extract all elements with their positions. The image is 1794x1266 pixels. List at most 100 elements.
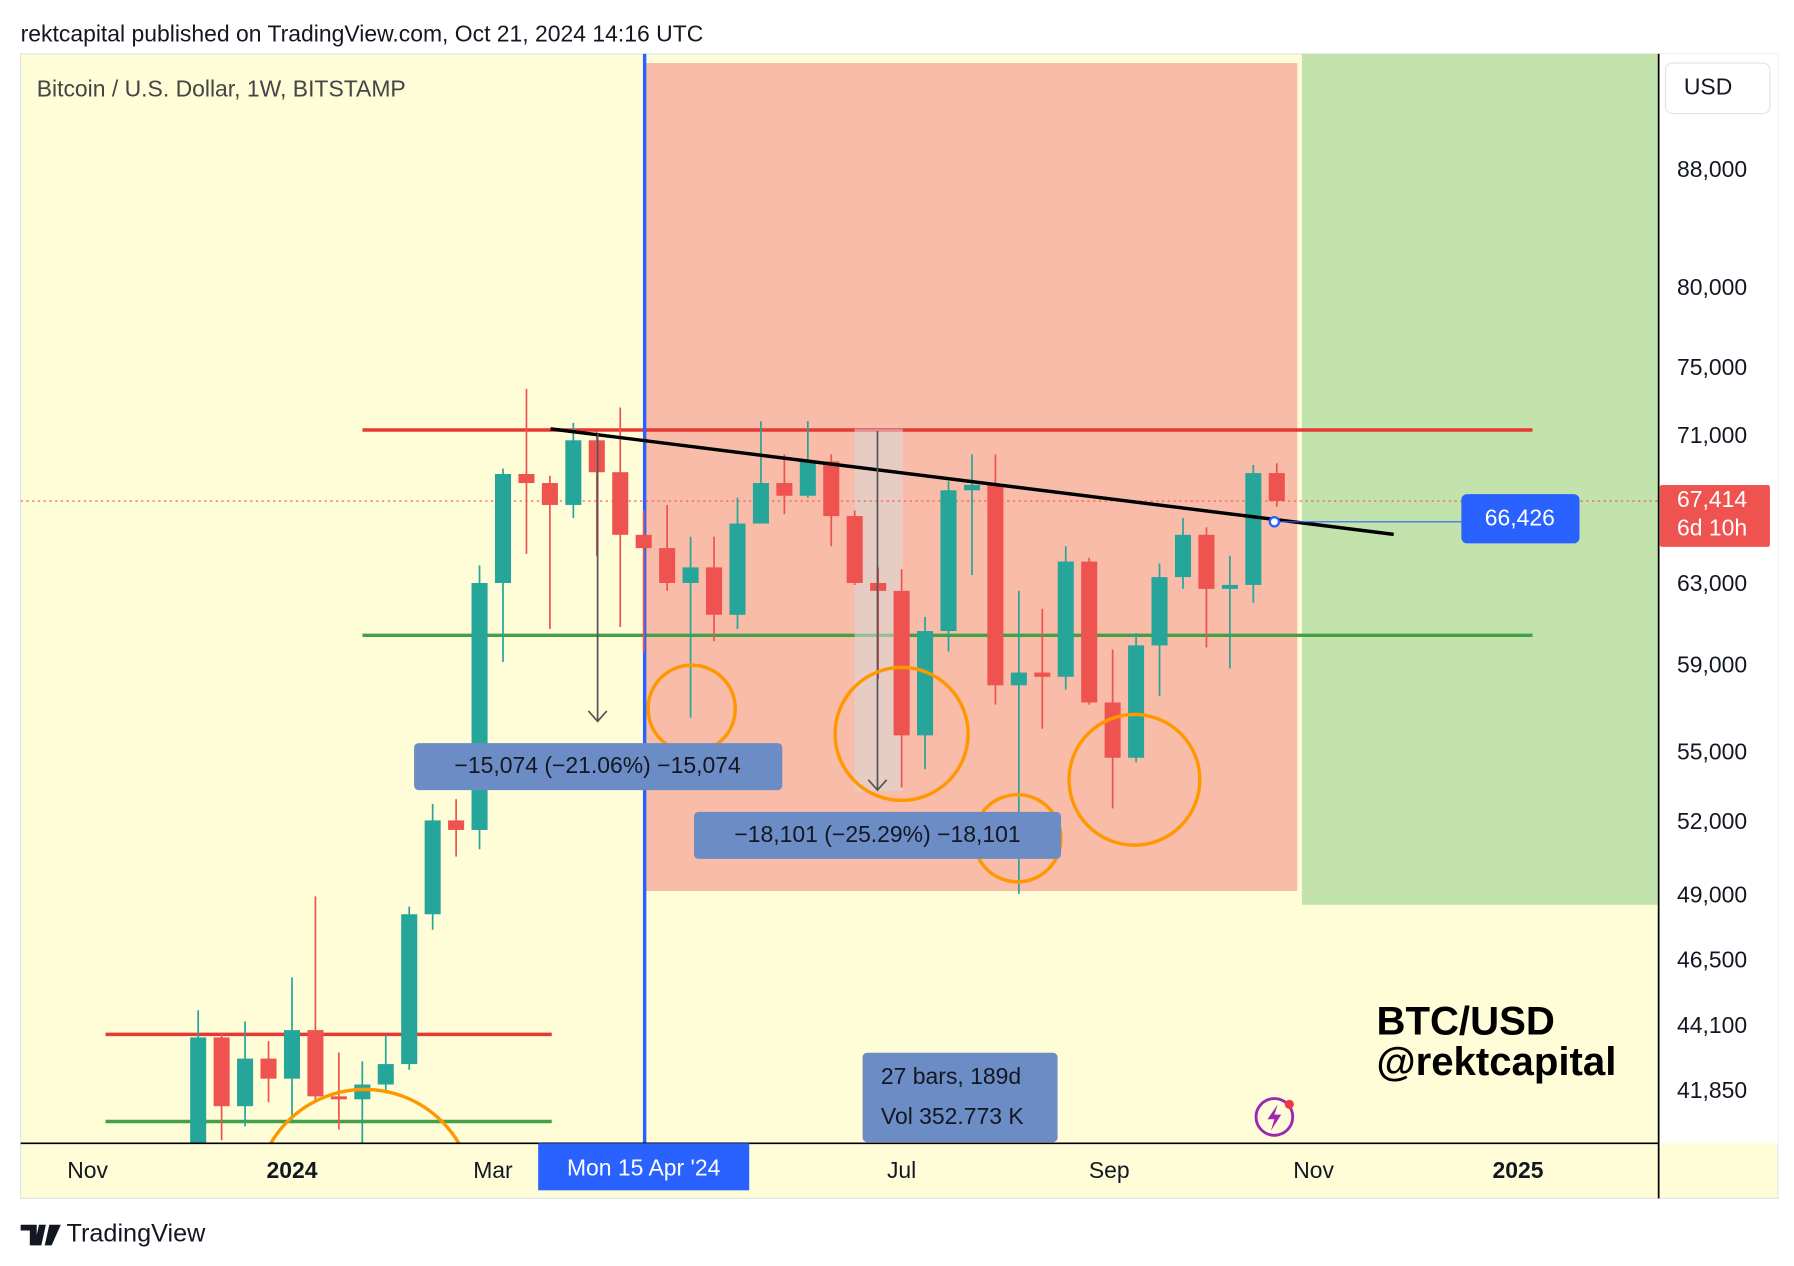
candle-body [1010, 672, 1027, 686]
candle-body [377, 1064, 394, 1085]
candle-body [706, 567, 723, 615]
symbol-title: Bitcoin / U.S. Dollar, 1W, BITSTAMP [37, 76, 406, 102]
candle-body [917, 631, 934, 736]
candle-body [494, 473, 512, 583]
candle-body [1151, 577, 1168, 646]
candle-body [471, 582, 488, 830]
currency-label: USD [1684, 73, 1732, 99]
currency-button[interactable] [1664, 62, 1771, 115]
candle-body [1081, 561, 1098, 703]
measure-label: −18,101 (−25.29%) −18,101 [734, 821, 1020, 847]
green-zone [1301, 53, 1659, 905]
candle-body [729, 523, 746, 615]
candle-body [424, 820, 441, 915]
price-marker-box [1461, 494, 1580, 544]
y-tick-label: 75,000 [1677, 354, 1747, 380]
measure-box [693, 811, 1062, 859]
y-tick-label: 80,000 [1677, 274, 1747, 300]
price-axis-area [1659, 53, 1778, 1144]
x-tick-label: 2024 [266, 1157, 317, 1183]
date-range-label: 27 bars, 189d [881, 1063, 1021, 1089]
x-tick-label: Jul [887, 1157, 916, 1183]
last-price-tag [1659, 484, 1770, 547]
drawings-back [105, 428, 1533, 1124]
measure-label: −15,074 (−21.06%) −15,074 [455, 752, 741, 778]
trendline [550, 427, 1394, 537]
candle-body [682, 567, 699, 583]
alert-dot [1284, 1099, 1294, 1109]
candle-body [354, 1084, 371, 1100]
x-tick-label: Nov [67, 1157, 108, 1183]
alert-bolt [1267, 1104, 1282, 1131]
candle-body [659, 548, 676, 583]
watermark: BTC/USD [1376, 999, 1554, 1044]
alert-icon[interactable] [1254, 1097, 1295, 1137]
y-tick-label: 41,850 [1677, 1077, 1747, 1103]
tv-logo [20, 1224, 61, 1246]
candle-body [1268, 473, 1285, 502]
candle-body [283, 1030, 301, 1079]
candle-body [752, 483, 769, 524]
highlight-circle [1067, 712, 1202, 847]
candle-body [448, 820, 465, 830]
candle-body [1174, 534, 1192, 578]
x-tick-label: Nov [1293, 1157, 1334, 1183]
candle-body [1104, 702, 1121, 758]
candle-body [1034, 672, 1051, 677]
measure-box [414, 743, 783, 791]
candle-body [401, 914, 418, 1065]
watermark: @rektcapital [1376, 1039, 1616, 1084]
arrow-head [867, 779, 888, 792]
countdown-label: 6d 10h [1677, 515, 1747, 541]
candle-body [565, 440, 582, 505]
x-tick-label: Sep [1089, 1157, 1130, 1183]
candle-body [823, 461, 840, 517]
candle-body [307, 1030, 324, 1097]
x-tick-label: Mar [473, 1157, 513, 1183]
candle-body [260, 1058, 277, 1079]
x-tick-label: 2025 [1492, 1157, 1543, 1183]
highlight-circle [268, 1087, 461, 1144]
candle-body [776, 483, 793, 496]
y-tick-label: 55,000 [1677, 738, 1747, 764]
candle-body [1198, 534, 1215, 589]
axes: 41,850 44,100 46,500 49,000 52,000 55,000 59,0… [67, 156, 1770, 1191]
candle-body [1128, 645, 1145, 758]
candle-body [518, 473, 535, 484]
crosshair-label-box [538, 1143, 750, 1191]
last-price-label: 67,414 [1677, 486, 1747, 512]
y-tick-label: 49,000 [1677, 881, 1747, 907]
candles [190, 388, 1285, 1144]
y-tick-label: 44,100 [1677, 1012, 1747, 1038]
header: rektcapital published on TradingView.com… [21, 21, 704, 47]
y-tick-label: 71,000 [1677, 422, 1747, 448]
candle-body [237, 1058, 254, 1107]
candle-body [330, 1096, 347, 1100]
footer: TradingView [67, 1220, 207, 1248]
candle-body [213, 1037, 230, 1107]
date-range-box [862, 1052, 1058, 1143]
candle-body [940, 490, 957, 632]
y-tick-label: 59,000 [1677, 651, 1747, 677]
y-tick-label: 52,000 [1677, 808, 1747, 834]
candle-body [1057, 561, 1074, 677]
date-range-label: Vol 352.773 K [881, 1103, 1024, 1129]
candle-body [799, 461, 816, 496]
candle-body [612, 472, 629, 535]
arrow-head [587, 710, 608, 723]
y-tick-label: 46,500 [1677, 946, 1747, 972]
candle-body [893, 590, 910, 736]
candle-body [541, 483, 558, 505]
candle-body [635, 534, 652, 549]
crosshair-label: Mon 15 Apr '24 [567, 1155, 721, 1181]
candle-body [1221, 584, 1238, 589]
candle-body [987, 484, 1004, 686]
y-tick-label: 88,000 [1677, 156, 1747, 182]
y-tick-label: 63,000 [1677, 570, 1747, 596]
candle-body [190, 1037, 207, 1144]
highlight-circle [833, 665, 970, 803]
candle-body [963, 484, 980, 491]
price-marker-label: 66,426 [1485, 504, 1555, 530]
